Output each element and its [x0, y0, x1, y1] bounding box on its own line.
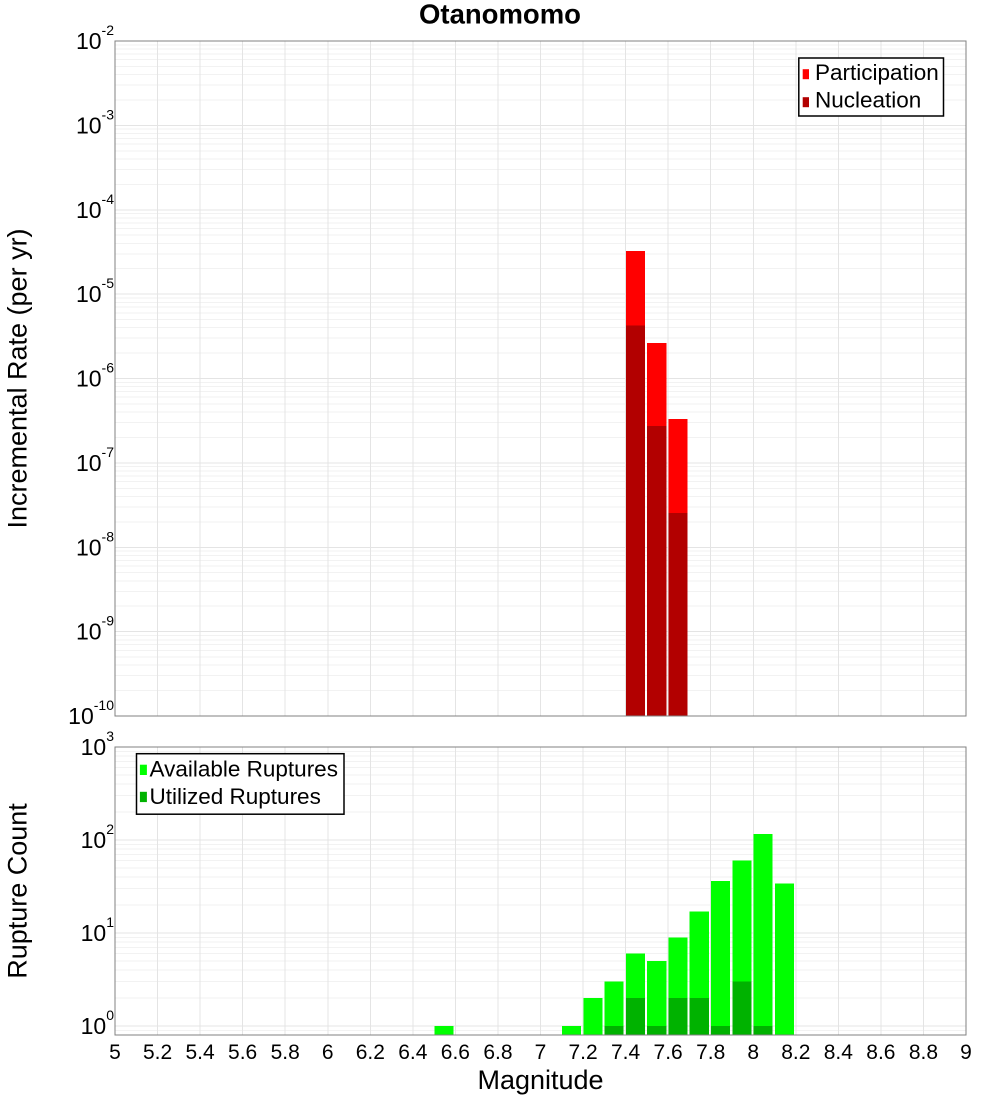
svg-text:8.8: 8.8 [909, 1041, 938, 1064]
svg-text:5.6: 5.6 [228, 1041, 257, 1064]
svg-text:10-7: 10-7 [76, 444, 114, 476]
svg-text:7: 7 [535, 1041, 547, 1064]
svg-text:10-6: 10-6 [76, 360, 114, 392]
svg-text:10-10: 10-10 [68, 697, 114, 729]
svg-text:6.8: 6.8 [483, 1041, 512, 1064]
svg-text:Magnitude: Magnitude [477, 1065, 603, 1095]
svg-text:7.4: 7.4 [611, 1041, 641, 1064]
svg-text:5.8: 5.8 [271, 1041, 300, 1064]
svg-text:Rupture Count: Rupture Count [3, 803, 33, 979]
svg-text:Otanomomo: Otanomomo [419, 0, 581, 30]
svg-text:Nucleation: Nucleation [815, 88, 921, 113]
svg-text:10-9: 10-9 [76, 613, 114, 645]
svg-text:10-5: 10-5 [76, 275, 114, 307]
svg-text:6.2: 6.2 [356, 1041, 385, 1064]
svg-text:8.4: 8.4 [824, 1041, 854, 1064]
svg-text:8.2: 8.2 [781, 1041, 810, 1064]
svg-text:8.6: 8.6 [866, 1041, 895, 1064]
svg-text:5.2: 5.2 [143, 1041, 172, 1064]
svg-text:9: 9 [960, 1041, 972, 1064]
svg-text:6: 6 [322, 1041, 334, 1064]
svg-text:7.2: 7.2 [568, 1041, 597, 1064]
svg-text:10-4: 10-4 [76, 191, 114, 223]
svg-text:101: 101 [81, 914, 115, 946]
svg-text:10-8: 10-8 [76, 528, 114, 560]
svg-text:10-3: 10-3 [76, 106, 114, 138]
svg-text:Available Ruptures: Available Ruptures [150, 757, 338, 782]
svg-text:102: 102 [81, 821, 115, 853]
svg-text:Participation: Participation [815, 60, 939, 85]
svg-text:6.4: 6.4 [398, 1041, 428, 1064]
svg-text:7.6: 7.6 [654, 1041, 683, 1064]
svg-text:Incremental Rate (per yr): Incremental Rate (per yr) [3, 228, 33, 528]
svg-text:5.4: 5.4 [185, 1041, 215, 1064]
svg-text:100: 100 [81, 1007, 115, 1039]
svg-text:6.6: 6.6 [441, 1041, 470, 1064]
svg-text:8: 8 [747, 1041, 759, 1064]
svg-text:Utilized Ruptures: Utilized Ruptures [150, 784, 321, 809]
svg-text:103: 103 [81, 728, 115, 760]
svg-text:7.8: 7.8 [696, 1041, 725, 1064]
svg-text:10-2: 10-2 [76, 22, 114, 54]
svg-text:5: 5 [109, 1041, 121, 1064]
